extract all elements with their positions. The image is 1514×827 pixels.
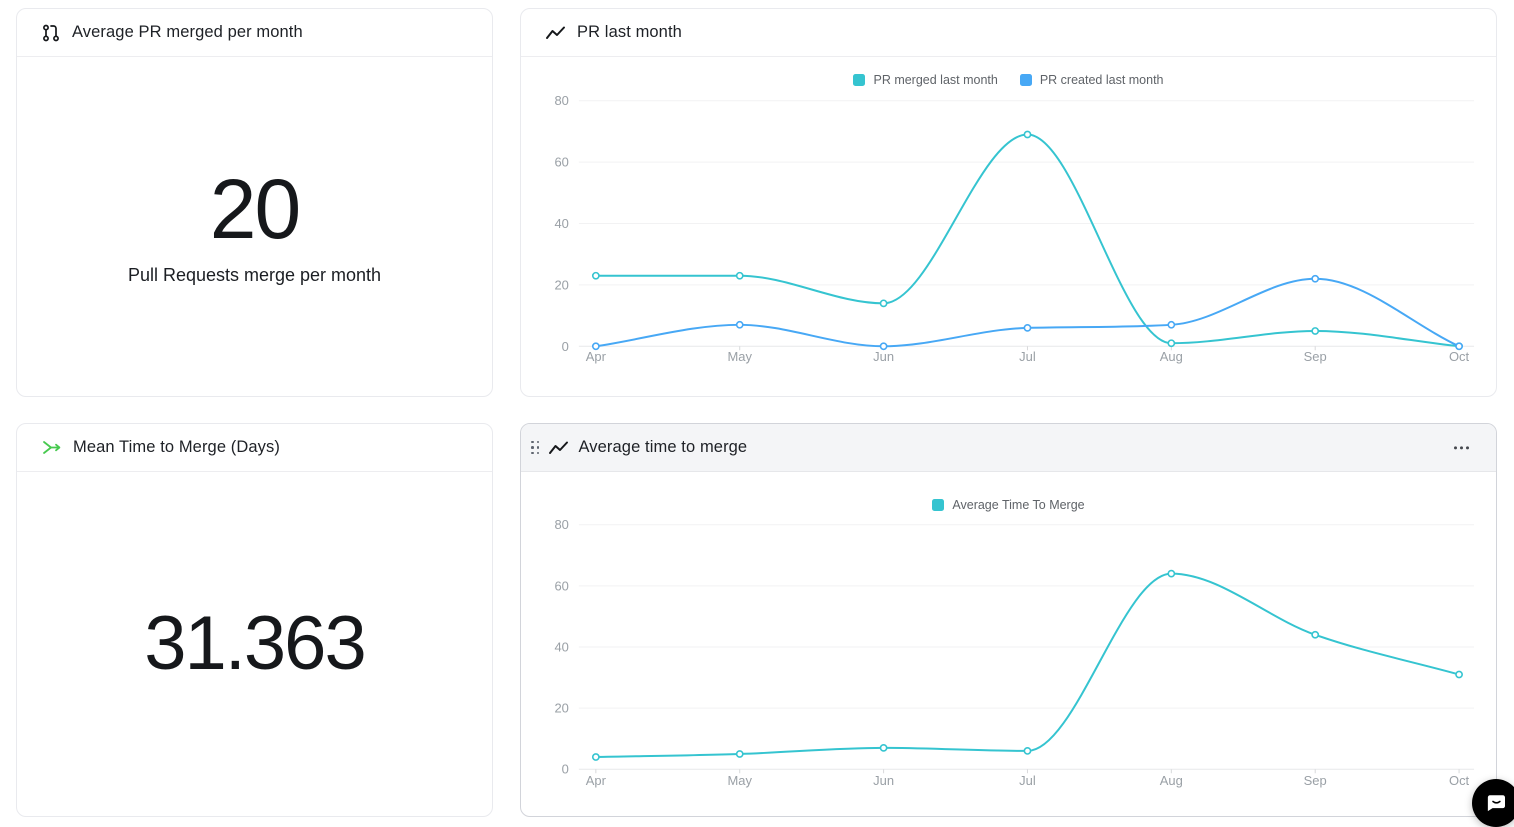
line-chart: 0 20 40 60 80 Apr May Jun Jul Aug Sep Oct [554,517,1475,788]
trend-line-icon [545,25,566,41]
merge-arrow-icon [41,438,62,457]
series-line [594,277,1461,348]
card-pr-last-month: PR last month PR merged last month PR cre… [520,8,1497,397]
x-axis-tick-label: May [727,773,752,788]
data-point [735,320,744,329]
legend-swatch [853,74,866,86]
data-point [1455,342,1463,351]
x-axis-tick-label: Oct [1449,773,1470,788]
drag-handle-icon[interactable] [531,440,540,455]
x-axis-tick-label: Sep [1304,349,1327,364]
data-point [1167,339,1176,348]
card-title: Mean Time to Merge (Days) [73,438,280,456]
legend-item[interactable]: PR created last month [1019,73,1164,87]
x-axis-tick-label: Jun [873,349,894,364]
data-point [1311,274,1320,283]
stat-value: 20 [209,162,301,256]
data-point [1023,747,1032,755]
line-chart: 0 20 40 60 80 Apr May Jun Jul Aug Sep Oct [554,93,1475,364]
legend-swatch [1019,74,1032,86]
chart-legend: PR merged last month PR created last mont… [521,73,1496,87]
x-axis-tick-label: Oct [1449,349,1470,364]
x-axis-tick-label: Apr [586,773,607,788]
y-axis-tick-label: 60 [554,578,568,593]
data-point [1455,670,1463,679]
legend-swatch [932,499,945,511]
legend-item[interactable]: Average Time To Merge [932,498,1085,512]
x-axis-tick-label: Aug [1160,349,1183,364]
stat-value: 31.363 [144,601,366,686]
data-point [735,271,744,280]
y-axis-tick-label: 20 [554,701,568,716]
y-axis-tick-label: 40 [554,639,568,654]
stat-body: 20 Pull Requests merge per month [17,57,492,396]
x-axis-tick-label: Jul [1019,349,1036,364]
x-axis-tick-label: Aug [1160,773,1183,788]
series-line [594,572,1461,759]
y-axis-tick-label: 0 [562,762,569,777]
card-title: Average time to merge [578,438,748,456]
data-point [1167,320,1176,329]
y-axis-tick-label: 20 [554,277,568,292]
card-menu-button[interactable] [1452,440,1471,455]
y-axis-tick-label: 0 [562,339,569,354]
chart-legend: Average Time To Merge [521,498,1496,512]
legend-label: PR merged last month [873,73,998,87]
card-title: Average PR merged per month [72,23,303,41]
card-average-time-to-merge: Average time to merge Average Time To Me… [520,423,1497,817]
series-line [594,133,1461,348]
data-point [591,753,600,761]
data-point [879,299,888,308]
legend-item[interactable]: PR merged last month [853,73,998,87]
card-mean-time-to-merge: Mean Time to Merge (Days) 31.363 [16,423,493,817]
data-point [1023,130,1032,139]
card-header: PR last month [521,9,1496,57]
x-axis-tick-label: Apr [586,349,607,364]
data-point [1311,327,1320,335]
data-point [591,271,600,280]
x-axis-tick-label: Jun [873,773,894,788]
data-point [1311,630,1320,639]
y-axis-tick-label: 80 [554,517,568,532]
stat-body: 31.363 [17,472,492,816]
data-point [735,750,744,758]
y-axis-tick-label: 80 [554,93,568,108]
card-header: Average PR merged per month [17,9,492,57]
chart-body: PR merged last month PR created last mont… [521,57,1496,396]
stat-subtitle: Pull Requests merge per month [127,265,382,285]
data-point [591,342,600,351]
trend-line-icon [548,440,569,456]
data-point [879,342,888,351]
x-axis-tick-label: May [727,349,752,364]
x-axis-tick-label: Jul [1019,773,1036,788]
pull-request-icon [41,23,61,43]
y-axis-tick-label: 60 [554,155,568,170]
data-point [1023,323,1032,332]
chart-body: Average Time To Merge 0 20 40 60 80 Apr May Jun… [521,472,1496,816]
chat-bubble-icon [1484,791,1508,815]
chat-launcher-button[interactable] [1472,779,1514,827]
card-header: Mean Time to Merge (Days) [17,424,492,472]
y-axis-tick-label: 40 [554,216,568,231]
x-axis-tick-label: Sep [1304,773,1327,788]
data-point [879,743,888,752]
card-header: Average time to merge [521,424,1496,472]
data-point [1167,569,1176,578]
card-average-pr-merged: Average PR merged per month 20 Pull Requ… [16,8,493,397]
card-title: PR last month [577,23,682,41]
legend-label: Average Time To Merge [952,498,1085,512]
legend-label: PR created last month [1039,73,1164,87]
